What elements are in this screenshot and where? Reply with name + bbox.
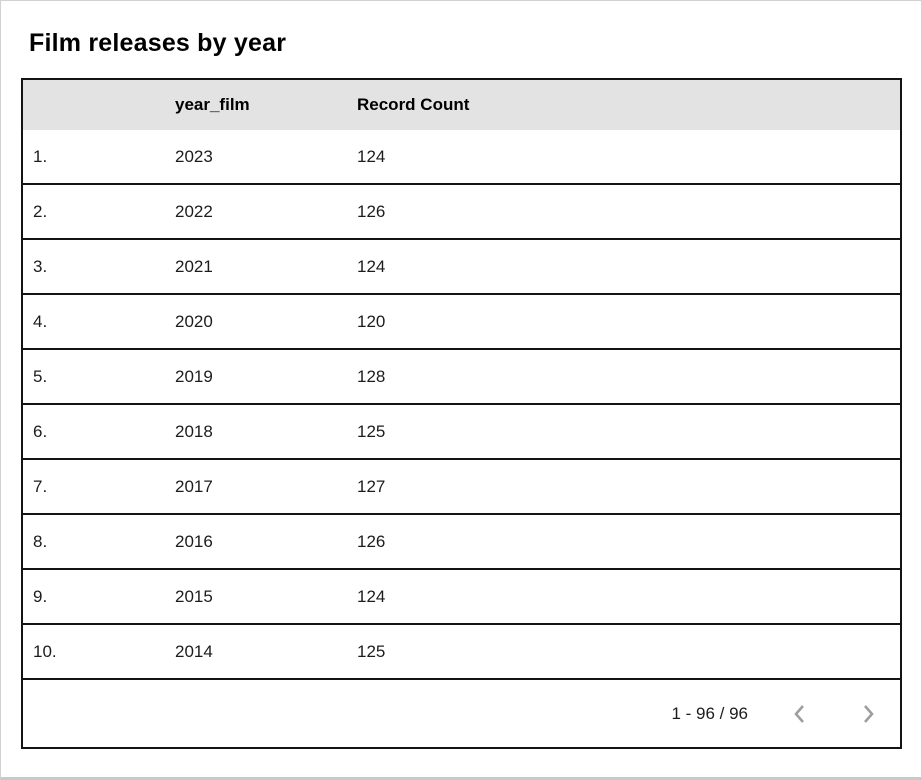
pagination-range-label: 1 - 96 / 96 <box>671 703 748 723</box>
row-number: 2. <box>33 201 48 221</box>
table-row: 7. 2017 127 <box>23 460 900 515</box>
record-count-value: 124 <box>357 586 386 606</box>
data-table: year_film Record Count 1. 2023 124 2. 20… <box>21 78 902 749</box>
year-film-value: 2019 <box>175 366 213 386</box>
row-number: 1. <box>33 146 48 166</box>
year-film-value: 2017 <box>175 476 213 496</box>
record-count-value: 126 <box>357 531 386 551</box>
table-row: 6. 2018 125 <box>23 405 900 460</box>
table-header-row: year_film Record Count <box>23 80 900 130</box>
record-count-value: 125 <box>357 641 386 661</box>
row-number: 9. <box>33 586 48 606</box>
record-count-value: 126 <box>357 201 386 221</box>
record-count-value: 124 <box>357 256 386 276</box>
table-row: 9. 2015 124 <box>23 570 900 625</box>
chevron-left-icon <box>789 702 811 726</box>
row-number: 5. <box>33 366 48 386</box>
record-count-value: 120 <box>357 311 386 331</box>
year-film-value: 2022 <box>175 201 213 221</box>
table-row: 4. 2020 120 <box>23 295 900 350</box>
header-cell-record-count[interactable]: Record Count <box>357 95 470 114</box>
year-film-value: 2016 <box>175 531 213 551</box>
table-row: 3. 2021 124 <box>23 240 900 295</box>
row-number: 6. <box>33 421 48 441</box>
year-film-value: 2015 <box>175 586 213 606</box>
table-row: 1. 2023 124 <box>23 130 900 185</box>
table-row: 2. 2022 126 <box>23 185 900 240</box>
year-film-value: 2018 <box>175 421 213 441</box>
table-row: 10. 2014 125 <box>23 625 900 680</box>
row-number: 7. <box>33 476 48 496</box>
record-count-value: 125 <box>357 421 386 441</box>
record-count-value: 128 <box>357 366 386 386</box>
table-footer: 1 - 96 / 96 <box>23 680 900 747</box>
row-number: 8. <box>33 531 48 551</box>
table-row: 8. 2016 126 <box>23 515 900 570</box>
pagination-prev-button[interactable] <box>780 694 820 734</box>
year-film-value: 2023 <box>175 146 213 166</box>
record-count-value: 127 <box>357 476 386 496</box>
row-number: 3. <box>33 256 48 276</box>
year-film-value: 2020 <box>175 311 213 331</box>
row-number: 4. <box>33 311 48 331</box>
chevron-right-icon <box>857 702 879 726</box>
table-row: 5. 2019 128 <box>23 350 900 405</box>
record-count-value: 124 <box>357 146 386 166</box>
row-number: 10. <box>33 641 57 661</box>
header-cell-year-film[interactable]: year_film <box>175 95 250 114</box>
year-film-value: 2021 <box>175 256 213 276</box>
pagination-next-button[interactable] <box>848 694 888 734</box>
year-film-value: 2014 <box>175 641 213 661</box>
page-title: Film releases by year <box>29 29 287 57</box>
